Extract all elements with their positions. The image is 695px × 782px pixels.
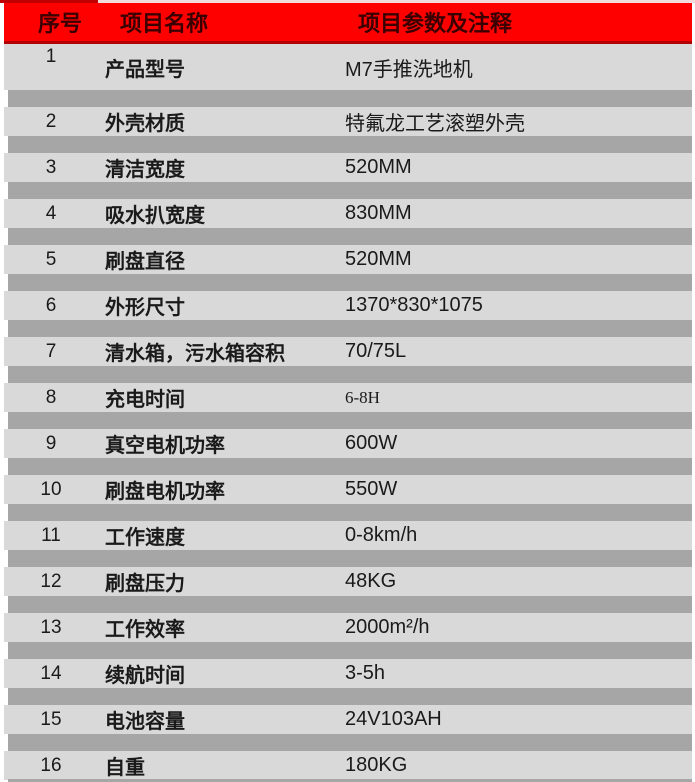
table-row: 1 产品型号 M7手推洗地机 bbox=[4, 44, 692, 90]
table-header: 序号 项目名称 项目参数及注释 bbox=[4, 3, 692, 44]
row-separator bbox=[8, 182, 692, 199]
row-number: 12 bbox=[40, 570, 62, 592]
row-separator bbox=[8, 412, 692, 429]
row-number: 3 bbox=[45, 156, 57, 178]
row-item-value: 2000m²/h bbox=[345, 616, 430, 638]
top-strip-left-segment bbox=[0, 0, 98, 3]
table-row: 8 充电时间 6-8H bbox=[4, 383, 692, 412]
row-separator bbox=[8, 642, 692, 659]
top-strip-right-segment bbox=[98, 0, 695, 3]
row-number: 6 bbox=[45, 294, 57, 316]
row-separator bbox=[8, 734, 692, 751]
row-number: 5 bbox=[45, 248, 57, 270]
table-body: 1 产品型号 M7手推洗地机 2 外壳材质 特氟龙工艺滚塑外壳 3 清洁宽度 5… bbox=[0, 44, 695, 780]
table-row: 12 刷盘压力 48KG bbox=[4, 567, 692, 596]
row-item-value: 550W bbox=[345, 478, 398, 500]
row-number: 16 bbox=[40, 754, 62, 776]
row-separator bbox=[8, 228, 692, 245]
table-row: 4 吸水扒宽度 830MM bbox=[4, 199, 692, 228]
table-row: 3 清洁宽度 520MM bbox=[4, 153, 692, 182]
row-number: 13 bbox=[40, 616, 62, 638]
row-item-value: 48KG bbox=[345, 570, 397, 592]
row-item-value: 特氟龙工艺滚塑外壳 bbox=[345, 113, 525, 135]
row-item-label: 真空电机功率 bbox=[105, 435, 225, 457]
row-separator bbox=[8, 458, 692, 475]
row-item-label: 刷盘电机功率 bbox=[105, 481, 225, 503]
row-item-value: M7手推洗地机 bbox=[345, 59, 473, 81]
row-number: 7 bbox=[45, 340, 57, 362]
header-col-index: 序号 bbox=[37, 11, 82, 36]
row-item-value: 24V103AH bbox=[345, 708, 442, 730]
row-number: 8 bbox=[45, 386, 57, 408]
row-item-label: 续航时间 bbox=[105, 665, 185, 687]
row-item-value: 70/75L bbox=[345, 340, 407, 362]
header-col-parameters: 项目参数及注释 bbox=[358, 11, 513, 36]
table-row: 2 外壳材质 特氟龙工艺滚塑外壳 bbox=[4, 107, 692, 136]
row-number: 9 bbox=[45, 432, 57, 454]
header-col-item-name: 项目名称 bbox=[120, 11, 209, 36]
row-number: 10 bbox=[40, 478, 62, 500]
row-number: 4 bbox=[45, 202, 57, 224]
row-item-label: 外壳材质 bbox=[105, 113, 185, 135]
row-item-label: 外形尺寸 bbox=[105, 297, 185, 319]
table-row: 6 外形尺寸 1370*830*1075 bbox=[4, 291, 692, 320]
row-separator bbox=[8, 688, 692, 705]
row-separator bbox=[8, 320, 692, 337]
table-row: 16 自重 180KG bbox=[4, 751, 692, 780]
table-row: 15 电池容量 24V103AH bbox=[4, 705, 692, 734]
row-item-value: 0-8km/h bbox=[345, 524, 418, 546]
row-item-label: 刷盘压力 bbox=[105, 573, 185, 595]
row-item-label: 清洁宽度 bbox=[105, 159, 185, 181]
row-item-value: 600W bbox=[345, 432, 398, 454]
row-separator bbox=[8, 596, 692, 613]
row-separator bbox=[8, 550, 692, 567]
table-row: 14 续航时间 3-5h bbox=[4, 659, 692, 688]
row-item-label: 充电时间 bbox=[105, 389, 185, 411]
row-number: 15 bbox=[40, 708, 62, 730]
row-item-label: 刷盘直径 bbox=[105, 251, 185, 273]
row-number: 14 bbox=[40, 662, 62, 684]
row-number: 11 bbox=[41, 524, 61, 546]
row-item-value: 830MM bbox=[345, 202, 412, 224]
row-item-label: 吸水扒宽度 bbox=[105, 205, 205, 227]
row-separator bbox=[8, 136, 692, 153]
row-item-label: 工作效率 bbox=[105, 619, 185, 641]
table-row: 11 工作速度 0-8km/h bbox=[4, 521, 692, 550]
table-row: 13 工作效率 2000m²/h bbox=[4, 613, 692, 642]
row-item-label: 清水箱，污水箱容积 bbox=[105, 343, 285, 365]
table-row: 9 真空电机功率 600W bbox=[4, 429, 692, 458]
row-item-value: 3-5h bbox=[345, 662, 386, 684]
row-item-label: 自重 bbox=[105, 757, 145, 779]
row-item-value: 520MM bbox=[345, 156, 412, 178]
top-strip bbox=[0, 0, 695, 3]
row-separator bbox=[8, 504, 692, 521]
bottom-strip bbox=[8, 779, 692, 782]
row-item-label: 工作速度 bbox=[105, 527, 185, 549]
row-item-value: 1370*830*1075 bbox=[345, 294, 483, 316]
table-row: 10 刷盘电机功率 550W bbox=[4, 475, 692, 504]
table-row: 7 清水箱，污水箱容积 70/75L bbox=[4, 337, 692, 366]
row-separator bbox=[8, 274, 692, 291]
row-item-label: 电池容量 bbox=[105, 711, 185, 733]
row-item-value: 180KG bbox=[345, 754, 408, 776]
row-separator bbox=[8, 90, 692, 107]
row-number: 2 bbox=[45, 110, 57, 132]
table-row: 5 刷盘直径 520MM bbox=[4, 245, 692, 274]
row-item-label: 产品型号 bbox=[105, 59, 185, 81]
row-item-value: 6-8H bbox=[345, 387, 380, 407]
row-item-value: 520MM bbox=[345, 248, 412, 270]
row-number: 1 bbox=[45, 46, 57, 67]
row-separator bbox=[8, 366, 692, 383]
